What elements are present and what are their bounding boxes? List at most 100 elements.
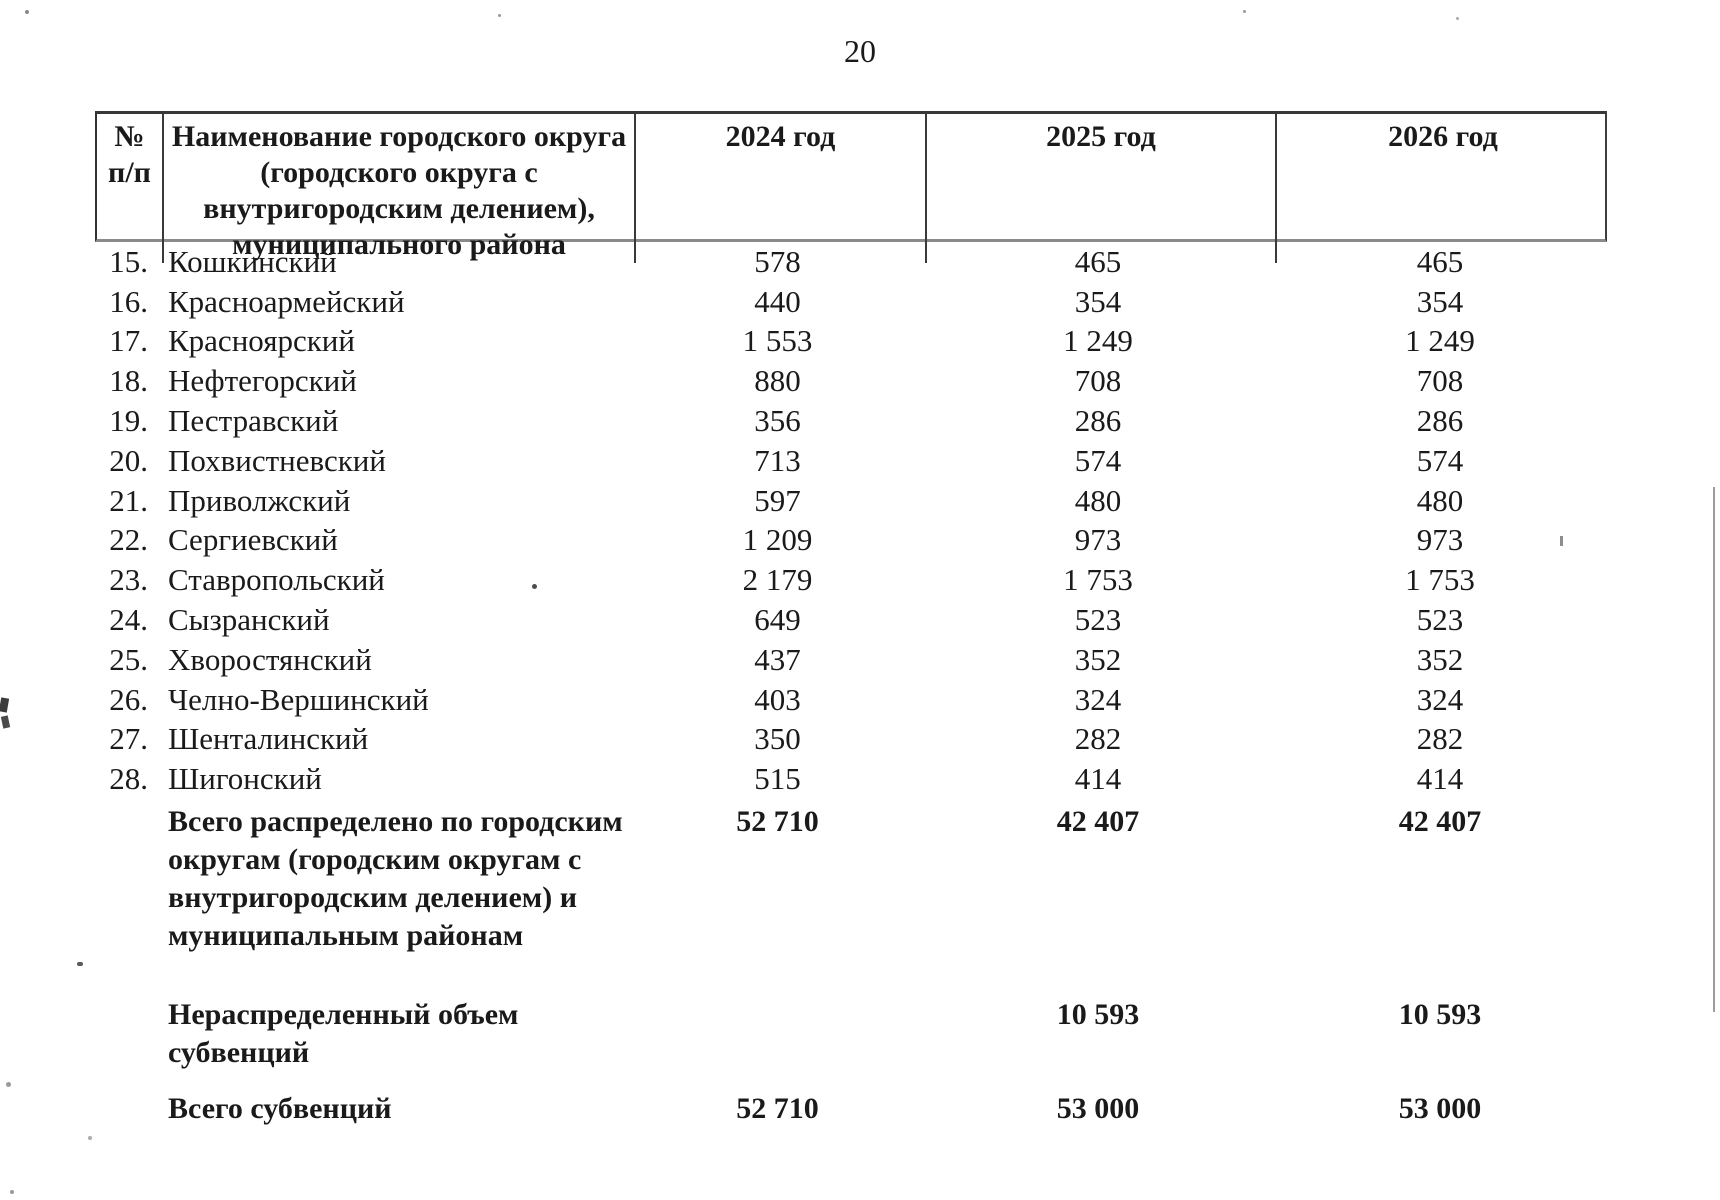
row-value-2025: 354	[1074, 283, 1122, 319]
row-name: Хворостянский	[168, 641, 372, 677]
row-value-2026: 1 753	[1405, 562, 1475, 598]
row-number: 20.	[109, 442, 148, 478]
row-value-2024: 52 710	[736, 1092, 819, 1126]
row-value-2024: 350	[754, 721, 801, 757]
row-value-2026: 10 593	[1398, 998, 1482, 1032]
header-cell-2026: 2026 год	[1275, 114, 1609, 263]
row-value-2024: 2 179	[742, 562, 813, 598]
row-value-2025: 523	[1074, 602, 1122, 638]
row-number: 16.	[109, 283, 148, 319]
row-value-2026: 523	[1416, 602, 1464, 638]
scan-artifact	[0, 697, 10, 713]
row-name: Нефтегорский	[168, 363, 357, 399]
row-name: Ставропольский	[168, 562, 385, 598]
row-value-2024: 880	[754, 363, 801, 399]
row-number: 26.	[109, 681, 148, 717]
row-value-2025: 53 000	[1056, 1092, 1140, 1126]
header-cell-2024: 2024 год	[634, 114, 925, 263]
row-value-2026: 574	[1416, 442, 1464, 478]
row-value-2025: 1 753	[1063, 562, 1133, 598]
table-row: 16. Красноармейский 440 354 354	[95, 282, 1607, 322]
row-value-2026: 708	[1416, 363, 1464, 399]
header-cell-name: Наименование городского округа (городско…	[162, 114, 634, 263]
scan-artifact	[1243, 10, 1246, 13]
row-name: Похвистневский	[168, 442, 386, 478]
row-value-2025: 465	[1074, 243, 1122, 279]
scan-artifact	[0, 715, 11, 729]
row-name: Нераспределенный объем субвенций	[168, 998, 519, 1070]
row-value-2025: 324	[1074, 681, 1122, 717]
row-value-2025: 286	[1074, 403, 1122, 439]
row-number: 27.	[109, 721, 148, 757]
row-value-2024: 1 209	[742, 522, 813, 558]
scan-artifact	[25, 10, 29, 14]
scan-artifact	[1713, 487, 1715, 1012]
row-value-2026: 324	[1416, 681, 1464, 717]
scan-artifact	[498, 14, 501, 17]
row-value-2025: 708	[1074, 363, 1122, 399]
row-value-2025: 42 407	[1056, 805, 1140, 839]
page-number: 20	[844, 33, 876, 69]
row-value-2026: 414	[1416, 761, 1464, 797]
row-value-2025: 1 249	[1063, 323, 1133, 359]
row-value-2026: 465	[1416, 243, 1464, 279]
scan-artifact	[88, 1136, 92, 1140]
subventions-table: № п/п Наименование городского округа (го…	[95, 111, 1607, 1128]
table-row: 22. Сергиевский 1 209 973 973	[95, 521, 1607, 561]
scan-artifact	[6, 1082, 11, 1087]
row-number: 21.	[109, 482, 148, 518]
row-value-2026: 354	[1416, 283, 1464, 319]
table-row: Всего распределено по городским округам …	[95, 803, 1607, 955]
header-cell-num: № п/п	[108, 120, 151, 189]
row-value-2026: 1 249	[1405, 323, 1475, 359]
row-value-2024: 515	[754, 761, 801, 797]
row-value-2024: 356	[754, 403, 801, 439]
table-row: 26. Челно-Вершинский 403 324 324	[95, 680, 1607, 720]
row-value-2026: 286	[1416, 403, 1464, 439]
row-value-2024: 597	[754, 482, 801, 518]
row-name: Челно-Вершинский	[168, 681, 429, 717]
row-name: Всего субвенций	[168, 1092, 392, 1126]
row-value-2024: 1 553	[742, 323, 813, 359]
table-row: 17. Красноярский 1 553 1 249 1 249	[95, 322, 1607, 362]
row-number: 15.	[109, 243, 148, 279]
row-number: 25.	[109, 641, 148, 677]
table-row: 18. Нефтегорский 880 708 708	[95, 361, 1607, 401]
row-name: Кошкинский	[168, 243, 337, 279]
table-row: 20. Похвистневский 713 574 574	[95, 441, 1607, 481]
table-row: 15. Кошкинский 578 465 465	[95, 242, 1607, 282]
scan-artifact	[77, 962, 83, 966]
row-value-2026: 973	[1416, 522, 1464, 558]
row-value-2025: 574	[1074, 442, 1122, 478]
row-number: 24.	[109, 602, 148, 638]
row-number: 22.	[109, 522, 148, 558]
row-value-2024: 440	[754, 283, 801, 319]
row-value-2026: 282	[1416, 721, 1464, 757]
row-value-2026: 480	[1416, 482, 1464, 518]
row-value-2025: 414	[1074, 761, 1122, 797]
row-number: 18.	[109, 363, 148, 399]
row-name: Всего распределено по городским округам …	[168, 805, 623, 953]
row-number: 23.	[109, 562, 148, 598]
row-value-2025: 10 593	[1056, 998, 1140, 1032]
scan-artifact	[10, 1190, 14, 1194]
table-body: 15. Кошкинский 578 465 465 16. Красноарм…	[95, 242, 1607, 1128]
row-value-2024: 52 710	[736, 805, 819, 839]
table-row: 19. Пестравский 356 286 286	[95, 401, 1607, 441]
row-value-2026: 352	[1416, 641, 1464, 677]
table-row: Всего субвенций 52 710 53 000 53 000	[95, 1090, 1607, 1128]
table-row: 25. Хворостянский 437 352 352	[95, 640, 1607, 680]
table-row: 28. Шигонский 515 414 414	[95, 759, 1607, 799]
row-number: 19.	[109, 403, 148, 439]
row-name: Приволжский	[168, 482, 351, 518]
row-number: 28.	[109, 761, 148, 797]
header-cell-2025: 2025 год	[925, 114, 1275, 263]
table-row: 23. Ставропольский 2 179 1 753 1 753	[95, 560, 1607, 600]
table-row: 24. Сызранский 649 523 523	[95, 600, 1607, 640]
row-value-2025: 282	[1074, 721, 1122, 757]
row-value-2025: 352	[1074, 641, 1122, 677]
row-name: Шенталинский	[168, 721, 369, 757]
row-value-2024: 403	[754, 681, 801, 717]
row-value-2024: 578	[754, 243, 801, 279]
